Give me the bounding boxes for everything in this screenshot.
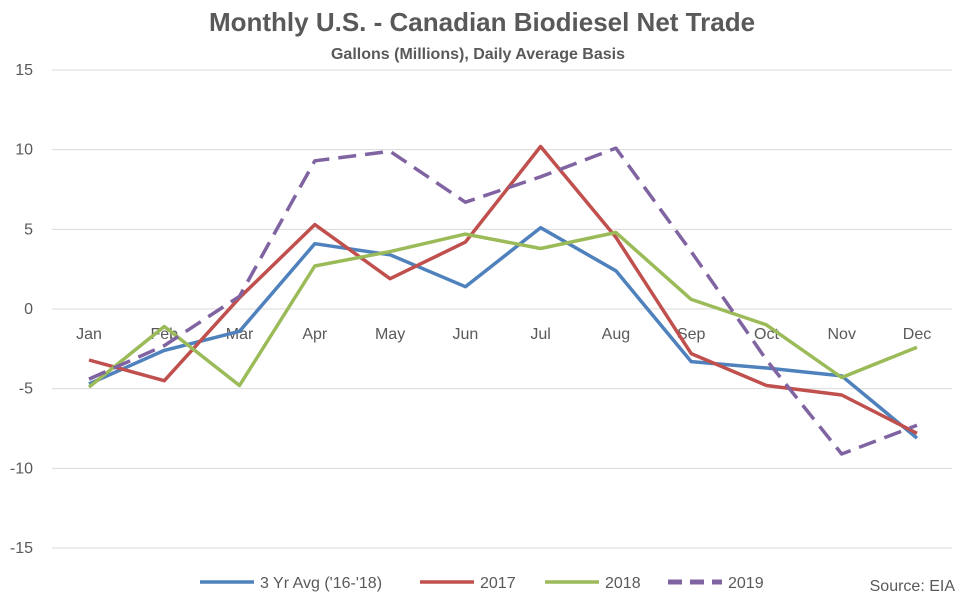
legend-label-2: 2018 xyxy=(605,575,641,592)
x-tick-label-jun: Jun xyxy=(452,326,478,343)
y-tick-label: 10 xyxy=(15,142,33,159)
source-note: Source: EIA xyxy=(870,578,956,595)
y-tick-label: -5 xyxy=(19,381,33,398)
x-tick-label-may: May xyxy=(375,326,405,343)
y-axis-ticks: 15 10 5 0 -5 -10 -15 xyxy=(10,62,33,557)
x-tick-label-mar: Mar xyxy=(226,326,254,343)
y-tick-label: 0 xyxy=(24,301,33,318)
y-tick-label: -10 xyxy=(10,460,33,477)
x-tick-label-aug: Aug xyxy=(602,326,630,343)
chart-title: Monthly U.S. - Canadian Biodiesel Net Tr… xyxy=(209,7,755,37)
chart-subtitle: Gallons (Millions), Daily Average Basis xyxy=(331,46,625,63)
x-tick-label-jan: Jan xyxy=(76,326,102,343)
legend-label-3: 2019 xyxy=(728,575,764,592)
y-tick-label: -15 xyxy=(10,540,33,557)
legend: 3 Yr Avg ('16-'18) 2017 2018 2019 xyxy=(200,575,764,592)
legend-label-1: 2017 xyxy=(480,575,516,592)
x-tick-label-dec: Dec xyxy=(903,326,931,343)
x-tick-label-apr: Apr xyxy=(302,326,328,343)
y-tick-label: 15 xyxy=(15,62,33,79)
series-lines xyxy=(87,144,919,456)
x-tick-label-jul: Jul xyxy=(530,326,550,343)
x-tick-label-nov: Nov xyxy=(828,326,856,343)
series-line-1 xyxy=(88,144,918,435)
x-tick-label-oct: Oct xyxy=(754,326,779,343)
x-tick-label-sep: Sep xyxy=(677,326,706,343)
legend-label-0: 3 Yr Avg ('16-'18) xyxy=(260,575,382,592)
series-line-2 xyxy=(87,230,918,389)
series-line-0 xyxy=(88,225,919,440)
series-line-3 xyxy=(88,146,918,456)
gridlines xyxy=(52,69,952,549)
y-tick-label: 5 xyxy=(24,221,33,238)
